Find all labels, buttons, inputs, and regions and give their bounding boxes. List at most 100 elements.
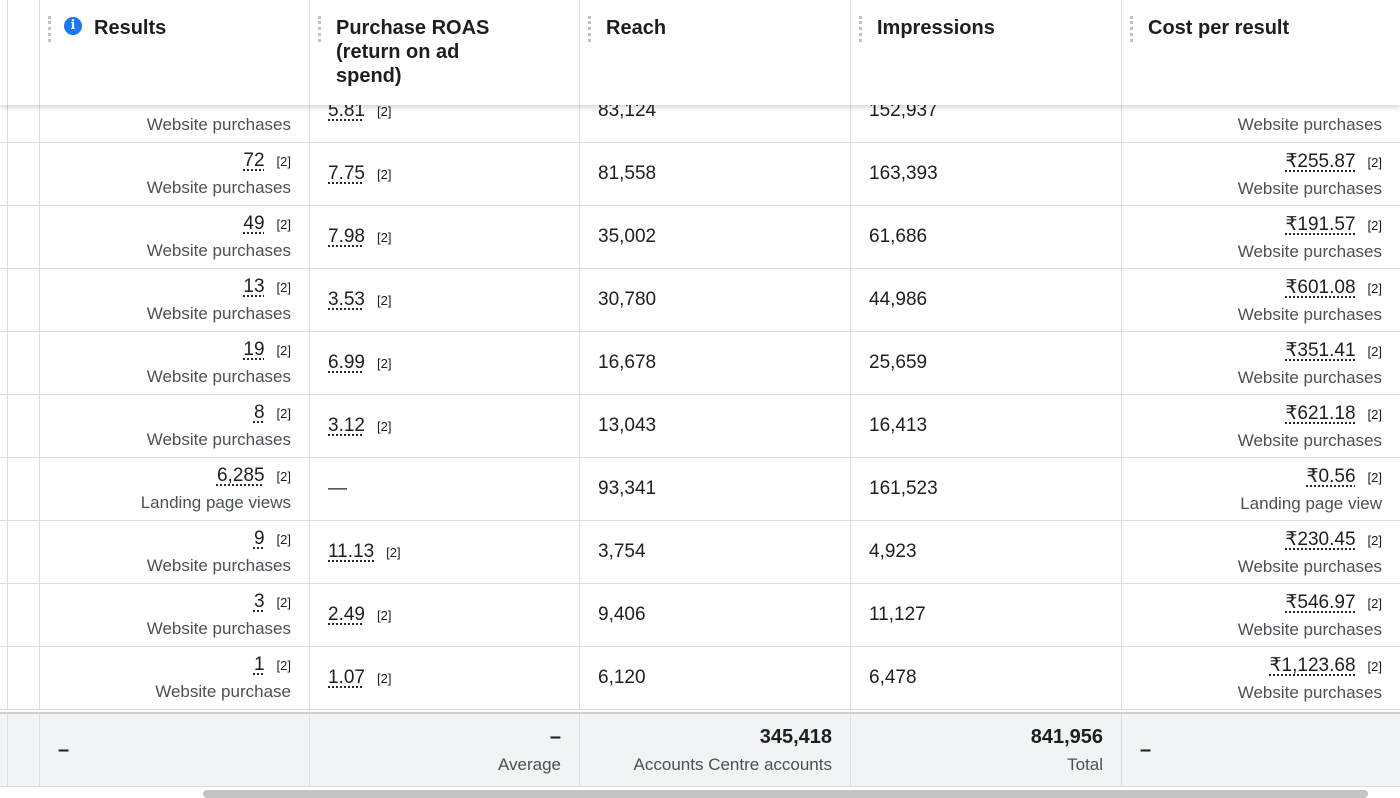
result-value[interactable]: 8 <box>253 402 265 423</box>
roas-value[interactable]: 5.81 <box>328 105 365 121</box>
result-unit: Website purchases <box>146 619 291 638</box>
footnote: [2] <box>376 418 392 434</box>
header-cell[interactable]: Purchase ROAS (return on ad spend) <box>310 0 580 105</box>
reach-value: 35,002 <box>598 226 657 247</box>
results-cell: 1 [2] Website purchase <box>40 647 310 709</box>
footer-value: – <box>549 725 561 748</box>
table-row: 8 [2] Website purchases 3.12 [2] 13,043 16,413… <box>0 395 1400 458</box>
value-line: ₹1,123.68 [2] <box>1122 654 1382 677</box>
roas-value[interactable]: 2.49 <box>328 604 365 625</box>
header-label: Cost per result <box>1148 17 1290 39</box>
header-cell[interactable]: Reach <box>580 0 851 105</box>
roas-value[interactable]: 3.53 <box>328 289 365 310</box>
footer-label: Total <box>1067 754 1103 774</box>
header-cell[interactable]: Cost per result <box>1122 0 1400 105</box>
roas-value[interactable]: 7.75 <box>328 163 365 184</box>
footnote: [2] <box>1367 595 1382 611</box>
result-unit: Website purchases <box>1237 619 1382 639</box>
footnote: [2] <box>376 292 392 308</box>
footnote: [2] <box>276 406 291 421</box>
result-value[interactable]: 49 <box>243 213 265 234</box>
table-row: Website purchases 5.81 [2] 83,124 152,937 Web… <box>0 105 1400 143</box>
result-value[interactable]: 3 <box>253 591 265 612</box>
result-value[interactable]: ₹601.08 <box>1285 276 1356 298</box>
value-line: 6,285 [2] <box>40 465 291 487</box>
result-unit: Landing page view <box>1240 493 1382 513</box>
roas-value[interactable]: 6.99 <box>328 352 365 373</box>
header-label: Impressions <box>877 17 995 39</box>
gutter <box>7 0 40 105</box>
reach-cell: 9,406 <box>580 584 851 646</box>
value-line: ₹191.57 [2] <box>1122 213 1382 236</box>
reach-cell: 93,341 <box>580 458 851 520</box>
result-value[interactable]: ₹0.56 <box>1306 465 1356 487</box>
footnote: [2] <box>276 217 291 232</box>
footnote: [2] <box>1367 343 1382 359</box>
footnote: [2] <box>276 595 291 610</box>
roas-value[interactable]: 11.13 <box>328 541 375 562</box>
result-unit: Website purchases <box>1237 556 1382 576</box>
results-cell: 8 [2] Website purchases <box>40 395 310 457</box>
gutter <box>7 105 40 142</box>
result-value[interactable]: ₹255.87 <box>1285 150 1356 172</box>
footnote: [2] <box>1367 406 1382 422</box>
value-line: 1 [2] <box>40 654 291 676</box>
scrollbar[interactable] <box>203 790 1368 798</box>
value-line: ₹601.08 [2] <box>1122 276 1382 299</box>
cost-cell: ₹601.08 [2] Website purchases <box>1122 269 1400 331</box>
gutter <box>7 584 40 646</box>
result-value[interactable]: 1 <box>253 654 265 675</box>
value-line: ₹0.56 [2] <box>1122 465 1382 488</box>
roas-value[interactable]: 3.12 <box>328 415 365 436</box>
table-body: Website purchases 5.81 [2] 83,124 152,937 Web… <box>0 105 1400 712</box>
roas-value[interactable]: 1.07 <box>328 667 365 688</box>
roas-cell: 2.49 [2] <box>310 584 580 646</box>
table-row: 72 [2] Website purchases 7.75 [2] 81,558 163,3… <box>0 143 1400 206</box>
result-value[interactable]: 19 <box>243 339 265 360</box>
table-row: 1 [2] Website purchase 1.07 [2] 6,120 6,478 ₹1,… <box>0 647 1400 710</box>
result-unit: Website purchases <box>1237 115 1382 134</box>
gutter <box>7 269 40 331</box>
value-line: 49 [2] <box>40 213 291 235</box>
footnote: [2] <box>276 658 291 673</box>
result-unit: Website purchases <box>146 556 291 575</box>
table-footer: – – Average 345,418 Accounts Centre accoun… <box>0 712 1400 787</box>
result-value[interactable]: ₹1,123.68 <box>1269 654 1356 676</box>
results-cell: 72 [2] Website purchases <box>40 143 310 205</box>
header-label: Results <box>94 17 167 39</box>
roas-value[interactable]: 7.98 <box>328 226 365 247</box>
result-value[interactable]: ₹230.45 <box>1285 528 1356 550</box>
footer-cell: – Average <box>310 714 580 786</box>
result-value[interactable]: 72 <box>243 150 265 171</box>
info-icon[interactable]: i <box>64 17 82 35</box>
result-value[interactable]: 9 <box>253 528 265 549</box>
impressions-cell: 4,923 <box>851 521 1122 583</box>
result-value[interactable]: ₹191.57 <box>1285 213 1356 235</box>
footnote: [2] <box>376 670 392 686</box>
result-value[interactable]: ₹621.18 <box>1285 402 1356 424</box>
result-value[interactable]: ₹351.41 <box>1285 339 1356 361</box>
impressions-cell: 6,478 <box>851 647 1122 709</box>
result-value[interactable]: ₹546.97 <box>1285 591 1356 613</box>
result-unit: Website purchases <box>146 241 291 260</box>
value-line: 9 [2] <box>40 528 291 550</box>
result-value[interactable]: 6,285 <box>216 465 265 486</box>
impressions-value: 161,523 <box>869 478 938 499</box>
impressions-cell: 61,686 <box>851 206 1122 268</box>
result-unit: Website purchases <box>146 430 291 449</box>
cost-cell: ₹351.41 [2] Website purchases <box>1122 332 1400 394</box>
gutter <box>7 206 40 268</box>
result-value[interactable]: 13 <box>243 276 265 297</box>
gutter <box>7 332 40 394</box>
value-line: 3 [2] <box>40 591 291 613</box>
footer-value: 841,956 <box>1030 725 1103 748</box>
header-cell[interactable]: i Results <box>40 0 310 105</box>
result-unit: Website purchases <box>146 115 291 134</box>
table-row: 6,285 [2] Landing page views — 93,341 161,523… <box>0 458 1400 521</box>
header-cell[interactable]: Impressions <box>851 0 1122 105</box>
gutter <box>7 458 40 520</box>
results-cell: 6,285 [2] Landing page views <box>40 458 310 520</box>
value-line <box>40 105 291 109</box>
footnote: [2] <box>376 607 392 623</box>
roas-cell: 7.98 [2] <box>310 206 580 268</box>
